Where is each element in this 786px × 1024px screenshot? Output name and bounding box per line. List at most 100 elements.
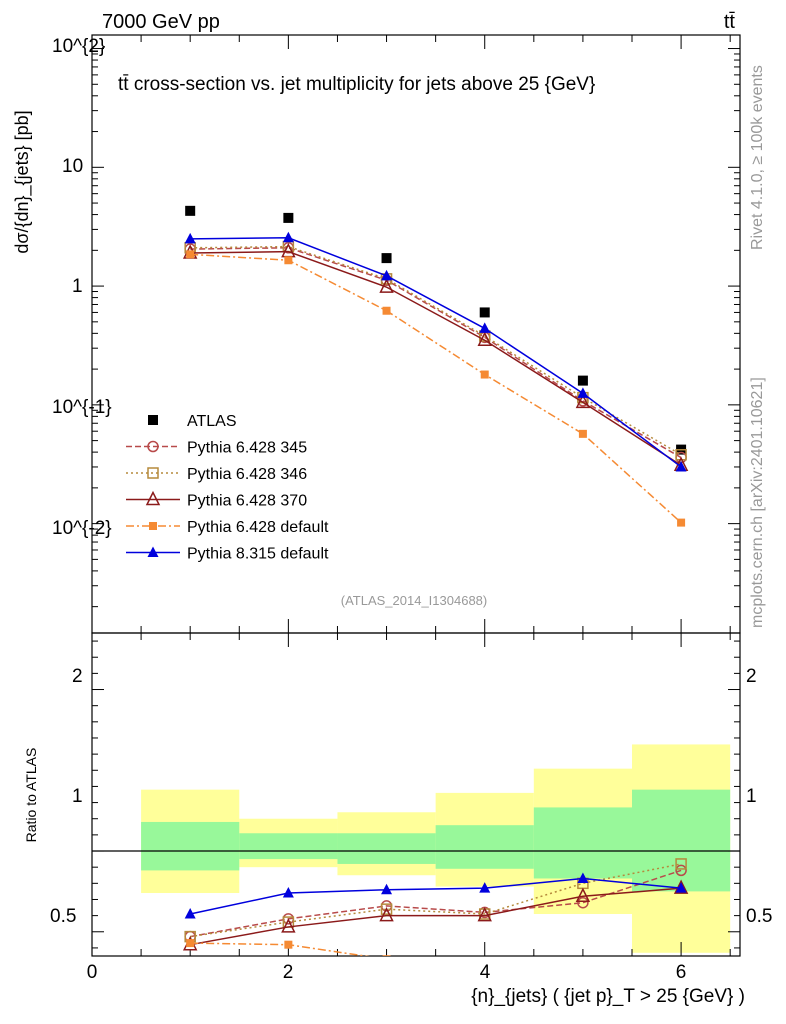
top-point-5-2: [284, 256, 293, 265]
top-point-4-3: [379, 278, 394, 293]
ratio-series-line-4: [190, 942, 370, 956]
x-axis-label: {n}_{jets} ( {jet p}_T > 25 {GeV} ): [471, 986, 745, 1007]
legend-marker-5: [149, 522, 157, 530]
ratio-point-1-5: [577, 896, 589, 909]
ratio-bands: [141, 744, 731, 953]
process-label: tt̄: [724, 11, 736, 33]
top-ytick-1e2: 10^{2}: [52, 36, 105, 57]
top-point-5-5: [578, 429, 587, 438]
band-inner-bin-2: [239, 833, 338, 860]
top-ytick-10: 10: [62, 156, 83, 177]
top-series-line-6: [190, 237, 682, 468]
rivet-label: Rivet 4.1.0, ≥ 100k events: [749, 65, 766, 250]
top-point-5-1: [186, 250, 195, 259]
legend-label-5: Pythia 6.428 default: [187, 519, 329, 536]
top-point-5-4: [480, 370, 489, 379]
energy-label: 7000 GeV pp: [102, 11, 220, 33]
top-ytick-1e-2: 10^{-2}: [52, 518, 112, 539]
top-series-line-5: [190, 253, 682, 524]
ratio-series-line-5: [190, 877, 682, 915]
ratio-point-4-3: [382, 955, 391, 956]
top-point-5-6: [677, 518, 686, 527]
ratio-point-5-4: [479, 882, 491, 893]
top-series-line-3: [190, 245, 682, 456]
atlas-point-1: [185, 205, 196, 216]
legend-entry-5: Pythia 6.428 default: [126, 519, 329, 536]
top-point-6-6: [675, 460, 687, 472]
ratio-point-5-1: [184, 908, 196, 919]
ratio-point-4-5: [579, 960, 587, 968]
ratio-point-2-6: [675, 858, 687, 870]
ratio-point-2-3: [380, 903, 393, 915]
ratio-panel-frame: [91, 632, 741, 957]
band-inner-bin-4: [435, 825, 534, 869]
top-y-tick-labels: 10^{-2} 10^{-1} 1 10 10^{2}: [52, 36, 112, 539]
legend-label-3: Pythia 6.428 346: [187, 466, 307, 483]
band-inner-bin-3: [337, 833, 436, 864]
legend-entry-4: Pythia 6.428 370: [126, 490, 307, 510]
ratio-point-3-2: [281, 918, 296, 933]
top-series-line-2: [190, 247, 682, 459]
ratio-ytick-2-right: 2: [746, 666, 757, 687]
atlas-point-4: [479, 307, 490, 318]
top-point-6-4: [479, 322, 491, 333]
ratio-ytick-2: 2: [72, 666, 83, 687]
legend-label-4: Pythia 6.428 370: [187, 493, 307, 510]
ratio-point-5-5: [577, 872, 589, 883]
ratio-ytick-05: 0.5: [50, 906, 76, 927]
ratio-point-1-6: [675, 864, 687, 877]
top-series-3: [184, 240, 687, 461]
ratio-point-3-3: [379, 906, 394, 922]
ratio-series-5: [184, 872, 687, 919]
ratio-point-3-5: [575, 887, 591, 902]
axis-ticks: [91, 35, 740, 956]
ratio-point-3-4: [477, 906, 492, 922]
legend-marker-6: [147, 546, 159, 557]
ratio-point-5-6: [675, 882, 687, 893]
legend: ATLAS Pythia 6.428 345 Pythia 6.428 346 Pyt…: [126, 413, 329, 563]
ratio-y-tick-labels: 0.5 1 2 0.5 1 2: [50, 666, 772, 927]
ratio-ytick-05-right: 0.5: [746, 906, 772, 927]
legend-entry-3: Pythia 6.428 346: [126, 466, 307, 483]
analysis-ref: (ATLAS_2014_I1304688): [341, 593, 487, 608]
top-point-5-3: [382, 306, 391, 315]
ratio-point-4-1: [186, 939, 195, 948]
top-series-4: [182, 242, 689, 472]
atlas-point-3: [381, 253, 392, 264]
x-tick-labels: 0 2 4 6: [87, 962, 687, 983]
legend-marker-atlas: [148, 415, 158, 425]
ratio-ytick-1-right: 1: [746, 786, 757, 807]
top-series-2: [184, 242, 687, 464]
legend-label-2: Pythia 6.428 345: [187, 440, 307, 457]
band-inner-bin-1: [141, 821, 240, 871]
xtick-0: 0: [87, 962, 98, 983]
top-point-4-4: [477, 331, 492, 346]
top-point-6-3: [381, 269, 393, 281]
legend-marker-3: [147, 467, 159, 479]
ratio-ylabel: Ratio to ATLAS: [23, 748, 39, 843]
ratio-point-5-2: [282, 887, 294, 898]
top-panel-frame: [91, 34, 741, 634]
ratio-ytick-1: 1: [72, 786, 83, 807]
top-series-5: [186, 250, 686, 527]
ratio-series-line-1: [190, 869, 682, 938]
site-label: mcplots.cern.ch [arXiv:2401.10621]: [749, 377, 766, 628]
top-series-line-4: [190, 250, 682, 466]
legend-label-6: Pythia 8.315 default: [187, 546, 329, 563]
xtick-4: 4: [480, 962, 491, 983]
top-point-6-1: [184, 232, 196, 244]
top-ylabel: dσ/{dn}_{jets} [pb]: [12, 110, 33, 253]
ratio-series-4: [186, 939, 587, 968]
top-point-6-2: [282, 231, 294, 243]
legend-marker-2: [147, 440, 159, 453]
top-point-6-5: [577, 387, 589, 398]
atlas-point-2: [283, 212, 294, 223]
band-inner-bin-5: [533, 807, 632, 879]
xtick-2: 2: [283, 962, 294, 983]
xtick-6: 6: [676, 962, 687, 983]
legend-entry-1: ATLAS: [148, 413, 237, 430]
ratio-point-5-3: [381, 883, 393, 895]
top-point-4-5: [575, 393, 591, 409]
legend-marker-4: [145, 490, 161, 506]
